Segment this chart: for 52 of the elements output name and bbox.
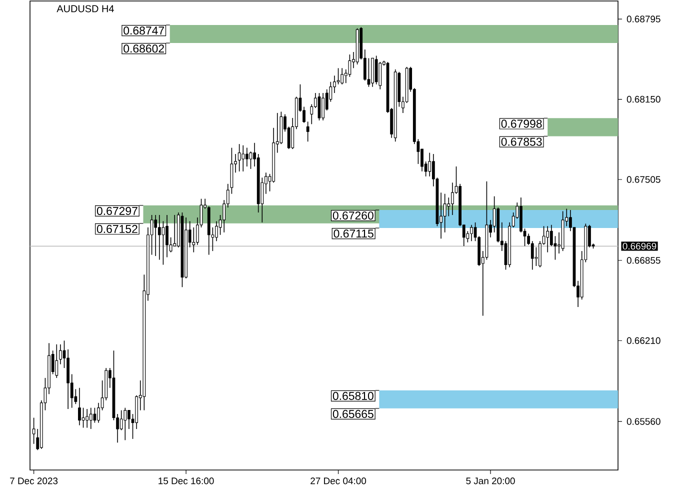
ref-line-label: 0.66969	[622, 242, 656, 250]
x-tick-label: 5 Jan 20:00	[466, 478, 515, 484]
candlestick	[245, 147, 248, 167]
annotation: 0.67260	[332, 211, 374, 220]
candlestick	[451, 182, 454, 216]
candlestick	[306, 121, 310, 142]
candlestick	[340, 68, 344, 85]
annotation: 0.67297	[96, 206, 138, 215]
x-tick-label: 7 Dec 2023	[10, 478, 58, 484]
candlestick	[89, 407, 92, 430]
annotation: 0.67152	[96, 224, 138, 234]
candlestick	[534, 246, 538, 266]
candlestick	[428, 152, 432, 177]
candlestick	[470, 224, 473, 242]
candlestick	[242, 144, 245, 172]
candlestick	[550, 224, 553, 246]
candlestick	[78, 387, 81, 426]
annotation: 0.68602	[124, 44, 164, 53]
candlestick	[93, 407, 96, 424]
candlestick	[86, 408, 89, 428]
annotation: 0.67115	[334, 230, 374, 238]
candlestick	[546, 226, 550, 253]
chart-title: AUDUSD H4	[56, 5, 114, 12]
candlestick	[215, 220, 218, 242]
candlestick	[158, 214, 161, 260]
y-tick-label: 0.67505	[626, 176, 660, 183]
candlestick	[322, 92, 324, 121]
y-tick-label: 0.68795	[626, 16, 660, 22]
candlestick	[124, 407, 127, 441]
candlestick	[162, 220, 165, 266]
candlestick	[238, 144, 241, 172]
candlestick	[59, 344, 62, 365]
x-tick-label: 27 Dec 04:00	[310, 478, 366, 484]
annotation: 0.65665	[332, 410, 374, 418]
candlestick	[192, 227, 196, 253]
y-tick-label: 0.68150	[626, 96, 660, 103]
x-tick-label: 15 Dec 16:00	[158, 478, 214, 484]
annotation: 0.67998	[501, 120, 542, 128]
candlestick	[128, 410, 130, 430]
y-tick-label: 0.66855	[626, 257, 660, 264]
candlestick	[166, 214, 168, 258]
y-tick-label: 0.65560	[626, 418, 660, 425]
annotation: 0.65810	[332, 392, 374, 400]
candlestick	[154, 214, 158, 256]
candlestick	[82, 407, 85, 428]
annotation: 0.68747	[124, 26, 164, 35]
candlestick	[55, 344, 58, 378]
y-tick-label: 0.66210	[626, 337, 660, 344]
candlestick	[443, 193, 446, 233]
candlestick	[249, 151, 252, 170]
candlestick	[378, 62, 382, 90]
annotation: 0.67853	[501, 138, 542, 146]
